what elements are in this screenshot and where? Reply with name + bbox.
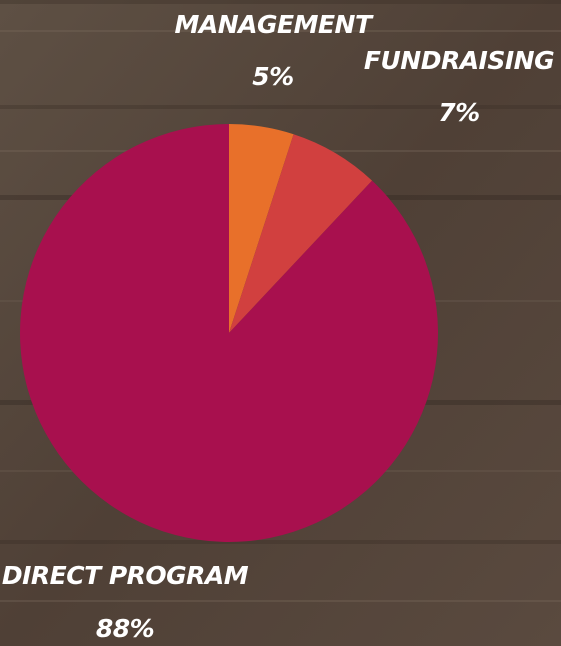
value-label: 88% bbox=[96, 614, 154, 643]
pie bbox=[20, 124, 438, 542]
slice-label: MANAGEMENT bbox=[174, 10, 373, 39]
slice-label: DIRECT PROGRAM bbox=[2, 561, 249, 590]
value-label: 5% bbox=[252, 62, 293, 91]
page: MANAGEMENT 5% FUNDRAISING 7% DIRECT PROGRAM 8… bbox=[0, 0, 561, 646]
slice-label: FUNDRAISING bbox=[364, 46, 554, 75]
value-label: 7% bbox=[438, 98, 479, 127]
chart: MANAGEMENT 5% FUNDRAISING 7% DIRECT PROGRAM 8… bbox=[0, 0, 561, 646]
